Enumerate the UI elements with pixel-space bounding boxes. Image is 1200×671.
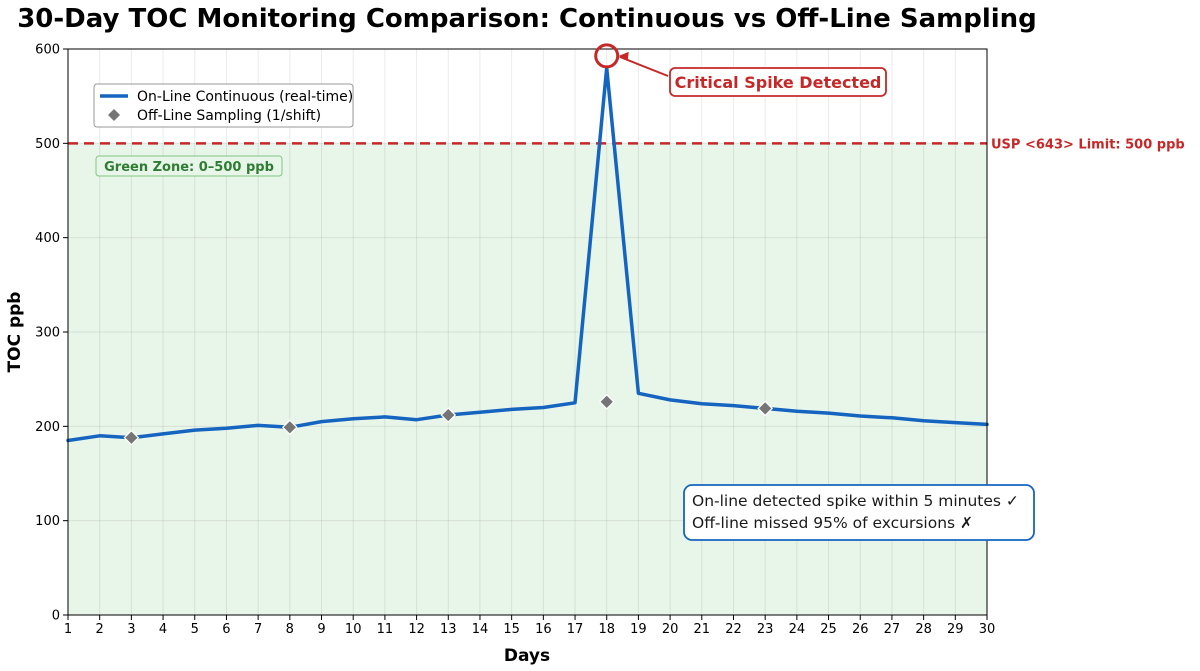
x-tick-label: 12: [408, 622, 425, 637]
y-axis-label: TOC ppb: [5, 292, 25, 373]
offline-diamond-marker: [440, 407, 457, 423]
info-box: [683, 484, 1035, 541]
x-tick-label: 26: [852, 622, 869, 637]
offline-diamond-marker: [123, 429, 140, 446]
y-axis-ticks: 0 100 200 300 400 500 600: [35, 43, 68, 624]
y-tick-label: 500: [35, 137, 60, 152]
x-tick-label: 13: [440, 622, 457, 637]
x-tick-label: 30: [979, 622, 996, 637]
y-tick-label: 200: [35, 420, 60, 435]
annotations: Green Zone: 0–500 ppb Critical Spike Dete…: [95, 43, 1035, 541]
x-tick-label: 14: [472, 622, 489, 637]
y-tick-label: 400: [35, 231, 60, 246]
online-data-point: [922, 419, 926, 423]
x-tick-label: 24: [789, 622, 806, 637]
x-tick-label: 11: [377, 622, 394, 637]
x-tick-label: 18: [598, 622, 615, 637]
offline-diamond-marker: [757, 400, 774, 417]
online-data-point: [510, 407, 514, 411]
legend-box: [93, 83, 354, 128]
online-data-point: [700, 402, 704, 406]
spike-label: Critical Spike Detected: [675, 73, 882, 92]
x-tick-label: 10: [345, 622, 362, 637]
offline-series-group: [123, 393, 774, 446]
x-tick-label: 15: [503, 622, 520, 637]
legend-offline-label: Off-Line Sampling (1/shift): [137, 108, 321, 124]
x-tick-label: 22: [725, 622, 742, 637]
x-tick-label: 7: [254, 622, 262, 637]
x-tick-label: 28: [915, 622, 932, 637]
x-axis-ticks: 1 2 3 4 5 6 7 8 9 10 11 12 13 14 15 16 17 18 19 20 21 22 23 24 2…: [64, 615, 995, 637]
online-series-line: [66, 66, 989, 443]
online-data-point: [890, 416, 894, 420]
online-data-point: [827, 411, 831, 415]
x-tick-label: 19: [630, 622, 647, 637]
spike-circle: [594, 43, 620, 69]
x-tick-label: 29: [947, 622, 964, 637]
online-data-point: [858, 414, 862, 418]
x-tick-label: 6: [222, 622, 230, 637]
usp-limit-label: USP <643> Limit: 500 ppb: [991, 137, 1185, 152]
online-data-point: [636, 391, 640, 395]
online-data-point: [320, 420, 324, 424]
limit-line-group: USP <643> Limit: 500 ppb: [68, 137, 1185, 152]
offline-diamond-marker: [598, 393, 615, 410]
x-tick-label: 16: [535, 622, 552, 637]
online-data-point: [795, 409, 799, 413]
legend: On-Line Continuous (real-time) Off-Line S…: [93, 83, 354, 128]
online-data-point: [351, 417, 355, 421]
offline-diamond-marker: [281, 419, 298, 436]
x-tick-label: 3: [127, 622, 135, 637]
online-data-point: [478, 410, 482, 414]
x-tick-label: 20: [662, 622, 679, 637]
x-tick-label: 9: [317, 622, 325, 637]
online-data-point: [256, 423, 260, 427]
online-data-point: [98, 434, 102, 438]
online-data-point: [415, 418, 419, 422]
info-box-line: Off-line missed 95% of excursions ✗: [692, 514, 973, 532]
online-data-point: [161, 432, 165, 436]
green-zone-band: [68, 143, 987, 616]
chart-title: 30-Day TOC Monitoring Comparison: Contin…: [17, 4, 1037, 34]
green-zone-label-box: [95, 155, 283, 177]
x-tick-label: 17: [567, 622, 584, 637]
y-tick-label: 0: [52, 609, 60, 624]
online-data-point: [573, 401, 577, 405]
green-zone-rect: [68, 143, 987, 616]
x-tick-label: 8: [286, 622, 294, 637]
x-tick-label: 23: [757, 622, 774, 637]
green-zone-label: Green Zone: 0–500 ppb: [104, 160, 274, 175]
y-tick-label: 300: [35, 326, 60, 341]
y-tick-label: 100: [35, 514, 60, 529]
online-data-point: [731, 404, 735, 408]
x-tick-label: 1: [64, 622, 72, 637]
legend-online-label: On-Line Continuous (real-time): [137, 89, 353, 105]
y-tick-label: 600: [35, 43, 60, 58]
online-data-point: [541, 405, 545, 409]
x-tick-label: 4: [159, 622, 167, 637]
online-data-point: [383, 415, 387, 419]
legend-offline-swatch: [108, 109, 120, 121]
spike-arrow-head: [618, 51, 629, 61]
online-data-point: [668, 398, 672, 402]
online-data-point: [224, 426, 228, 430]
x-tick-label: 2: [96, 622, 104, 637]
x-tick-label: 21: [694, 622, 711, 637]
grid-lines: [67, 48, 988, 616]
online-data-point: [953, 421, 957, 425]
online-data-point: [193, 428, 197, 432]
spike-label-box: [669, 67, 887, 97]
online-series-group: [66, 66, 989, 443]
x-tick-label: 27: [884, 622, 901, 637]
info-box-line: On-line detected spike within 5 minutes …: [692, 492, 1019, 510]
x-tick-label: 5: [191, 622, 199, 637]
x-tick-label: 25: [820, 622, 837, 637]
x-axis-label: Days: [504, 646, 550, 666]
